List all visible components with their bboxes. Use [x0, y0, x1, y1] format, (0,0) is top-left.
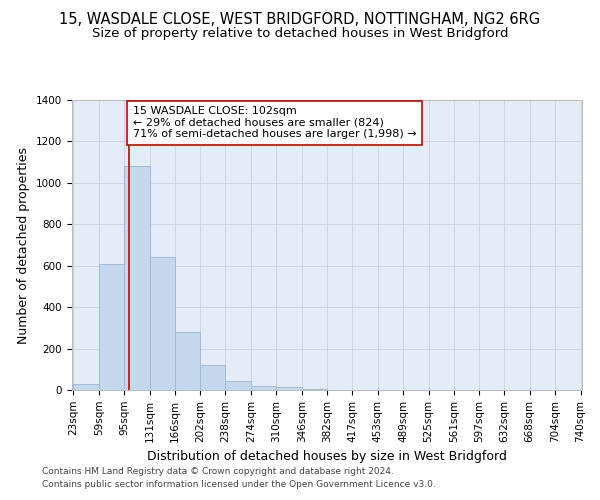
Bar: [73, 384, 99, 390]
Bar: [99, 264, 124, 390]
Bar: [150, 258, 175, 390]
Bar: [124, 166, 150, 390]
Bar: [277, 387, 302, 390]
Bar: [226, 380, 251, 390]
Text: Contains public sector information licensed under the Open Government Licence v3: Contains public sector information licen…: [42, 480, 436, 489]
Text: Contains HM Land Registry data © Crown copyright and database right 2024.: Contains HM Land Registry data © Crown c…: [42, 467, 394, 476]
Text: 15 WASDALE CLOSE: 102sqm
← 29% of detached houses are smaller (824)
71% of semi-: 15 WASDALE CLOSE: 102sqm ← 29% of detach…: [133, 106, 416, 140]
Bar: [302, 389, 328, 390]
Text: Size of property relative to detached houses in West Bridgford: Size of property relative to detached ho…: [92, 28, 508, 40]
X-axis label: Distribution of detached houses by size in West Bridgford: Distribution of detached houses by size …: [147, 450, 507, 463]
Y-axis label: Number of detached properties: Number of detached properties: [17, 146, 31, 344]
Text: 15, WASDALE CLOSE, WEST BRIDGFORD, NOTTINGHAM, NG2 6RG: 15, WASDALE CLOSE, WEST BRIDGFORD, NOTTI…: [59, 12, 541, 28]
Bar: [175, 332, 200, 390]
Bar: [251, 386, 277, 390]
Bar: [200, 365, 226, 390]
